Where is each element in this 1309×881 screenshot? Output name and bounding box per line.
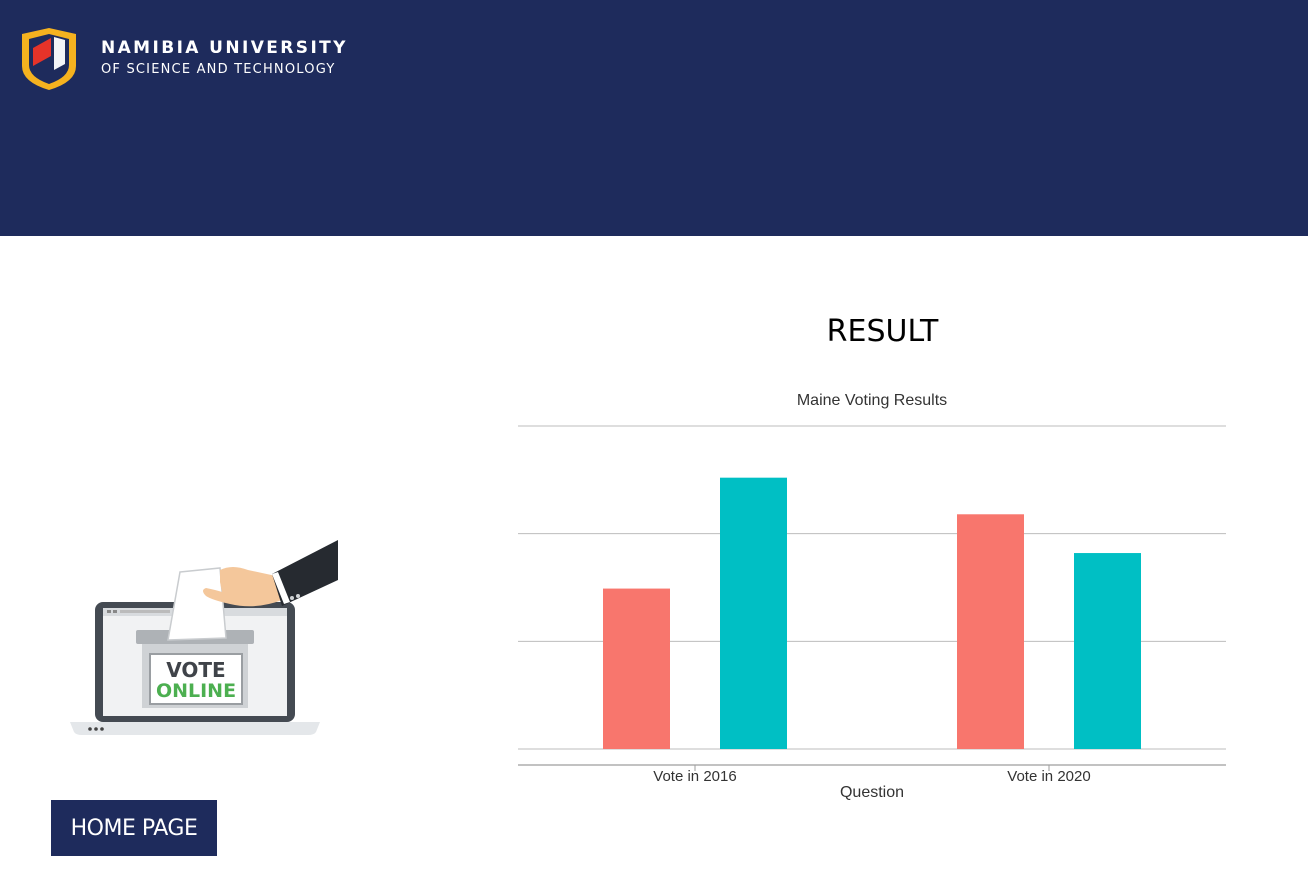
bar (603, 588, 670, 749)
home-page-button[interactable]: HOME PAGE (51, 800, 217, 856)
site-header: NAMIBIA UNIVERSITY OF SCIENCE AND TECHNO… (0, 0, 1308, 236)
bar (957, 514, 1024, 749)
logo-subtitle: OF SCIENCE AND TECHNOLOGY (101, 62, 336, 77)
x-tick-label: Vote in 2020 (1007, 768, 1090, 785)
vote-online-illustration: VOTE ONLINE (70, 540, 338, 735)
voting-results-chart: Maine Voting Results Vote in 2016 Vote in … (518, 392, 1226, 801)
x-axis-label: Question (840, 784, 904, 801)
logo-title: NAMIBIA UNIVERSITY (101, 38, 348, 58)
x-tick-label: Vote in 2016 (653, 768, 736, 785)
online-text: ONLINE (156, 680, 236, 702)
page-title: RESULT (826, 314, 939, 349)
vote-text: VOTE (166, 658, 225, 682)
chart-title: Maine Voting Results (797, 392, 947, 409)
bar (720, 477, 787, 749)
university-logo-icon[interactable] (18, 26, 80, 92)
bar (1074, 553, 1141, 749)
